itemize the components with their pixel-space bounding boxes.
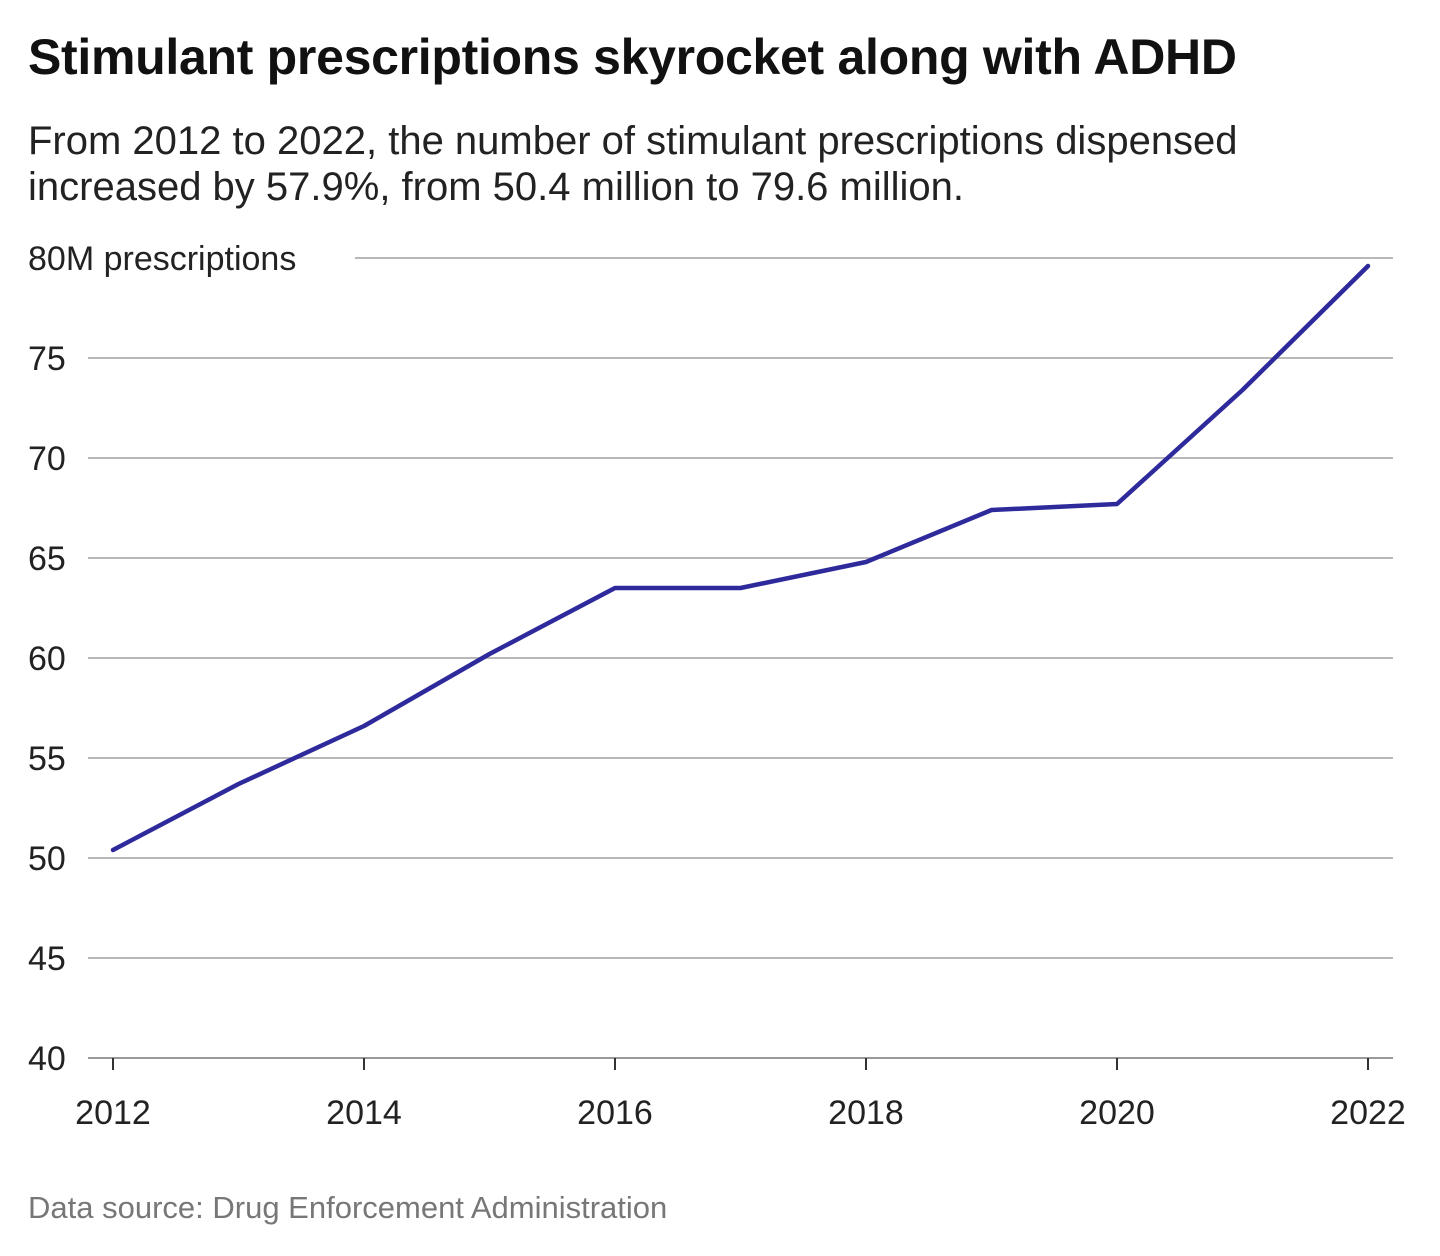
y-tick-label: 55	[28, 740, 66, 778]
x-tick-label: 2016	[577, 1094, 653, 1132]
chart-subtitle: From 2012 to 2022, the number of stimula…	[28, 119, 1238, 209]
x-tick-label: 2012	[75, 1094, 151, 1132]
x-tick-label: 2014	[326, 1094, 402, 1132]
chart-title: Stimulant prescriptions skyrocket along …	[28, 29, 1237, 85]
y-tick-label: 70	[28, 440, 66, 478]
y-tick-label: 80M prescriptions	[28, 240, 296, 278]
y-tick-label: 60	[28, 640, 66, 678]
y-tick-label: 75	[28, 340, 66, 378]
y-tick-label: 45	[28, 940, 66, 978]
data-source: Data source: Drug Enforcement Administra…	[28, 1190, 668, 1225]
x-tick-label: 2020	[1079, 1094, 1155, 1132]
y-tick-label: 65	[28, 540, 66, 578]
y-tick-label: 50	[28, 840, 66, 878]
x-tick-label: 2018	[828, 1094, 904, 1132]
x-tick-label: 2022	[1330, 1094, 1406, 1132]
y-tick-label: 40	[28, 1040, 66, 1078]
